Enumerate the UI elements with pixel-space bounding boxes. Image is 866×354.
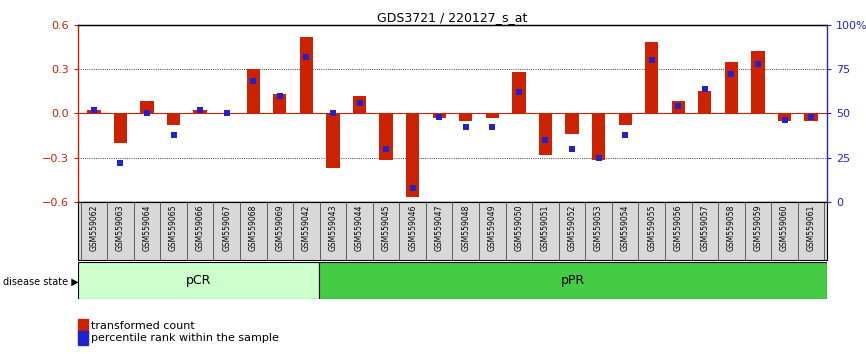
- Text: GSM559055: GSM559055: [647, 205, 656, 251]
- Text: pPR: pPR: [561, 274, 585, 287]
- Bar: [592, 113, 605, 160]
- Text: GSM559062: GSM559062: [89, 205, 99, 251]
- Bar: [78, 262, 319, 299]
- Bar: [193, 110, 207, 113]
- Text: GSM559068: GSM559068: [249, 205, 258, 251]
- Bar: [486, 113, 499, 118]
- Text: GSM559046: GSM559046: [408, 205, 417, 251]
- Text: GSM559057: GSM559057: [701, 205, 709, 251]
- Bar: [672, 102, 685, 113]
- Text: GSM559042: GSM559042: [302, 205, 311, 251]
- Bar: [273, 94, 287, 113]
- Text: GSM559064: GSM559064: [143, 205, 152, 251]
- Text: GSM559049: GSM559049: [488, 205, 497, 251]
- Text: disease state ▶: disease state ▶: [3, 276, 78, 286]
- Bar: [513, 72, 526, 113]
- Bar: [113, 113, 127, 143]
- Bar: [645, 42, 658, 113]
- Bar: [140, 102, 153, 113]
- Text: GSM559048: GSM559048: [462, 205, 470, 251]
- Text: GSM559059: GSM559059: [753, 205, 762, 251]
- Bar: [778, 113, 792, 121]
- Text: GSM559053: GSM559053: [594, 205, 603, 251]
- Text: GSM559051: GSM559051: [541, 205, 550, 251]
- Bar: [539, 113, 553, 155]
- Text: GSM559066: GSM559066: [196, 205, 204, 251]
- Bar: [432, 113, 446, 118]
- Title: GDS3721 / 220127_s_at: GDS3721 / 220127_s_at: [378, 11, 527, 24]
- Text: GSM559069: GSM559069: [275, 205, 284, 251]
- Text: GSM559061: GSM559061: [806, 205, 816, 251]
- Text: GSM559047: GSM559047: [435, 205, 443, 251]
- Bar: [752, 51, 765, 113]
- Text: GSM559043: GSM559043: [328, 205, 338, 251]
- Text: pCR: pCR: [185, 274, 211, 287]
- Text: GSM559065: GSM559065: [169, 205, 178, 251]
- Text: GSM559056: GSM559056: [674, 205, 682, 251]
- Bar: [247, 69, 260, 113]
- Bar: [167, 113, 180, 125]
- Text: GSM559060: GSM559060: [780, 205, 789, 251]
- Text: GSM559045: GSM559045: [382, 205, 391, 251]
- Bar: [406, 113, 419, 198]
- Text: GSM559058: GSM559058: [727, 205, 736, 251]
- Bar: [565, 113, 578, 134]
- Bar: [379, 113, 392, 160]
- Bar: [300, 36, 313, 113]
- Text: GSM559067: GSM559067: [223, 205, 231, 251]
- Text: GSM559052: GSM559052: [567, 205, 577, 251]
- Text: percentile rank within the sample: percentile rank within the sample: [91, 333, 279, 343]
- Bar: [319, 262, 827, 299]
- Text: GSM559054: GSM559054: [621, 205, 630, 251]
- Bar: [725, 62, 738, 113]
- Bar: [805, 113, 818, 121]
- Bar: [459, 113, 473, 121]
- Bar: [87, 110, 100, 113]
- Text: GSM559050: GSM559050: [514, 205, 523, 251]
- Bar: [698, 91, 712, 113]
- Bar: [352, 96, 366, 113]
- Text: GSM559063: GSM559063: [116, 205, 125, 251]
- Text: transformed count: transformed count: [91, 321, 195, 331]
- Text: GSM559044: GSM559044: [355, 205, 364, 251]
- Bar: [618, 113, 632, 125]
- Bar: [326, 113, 339, 168]
